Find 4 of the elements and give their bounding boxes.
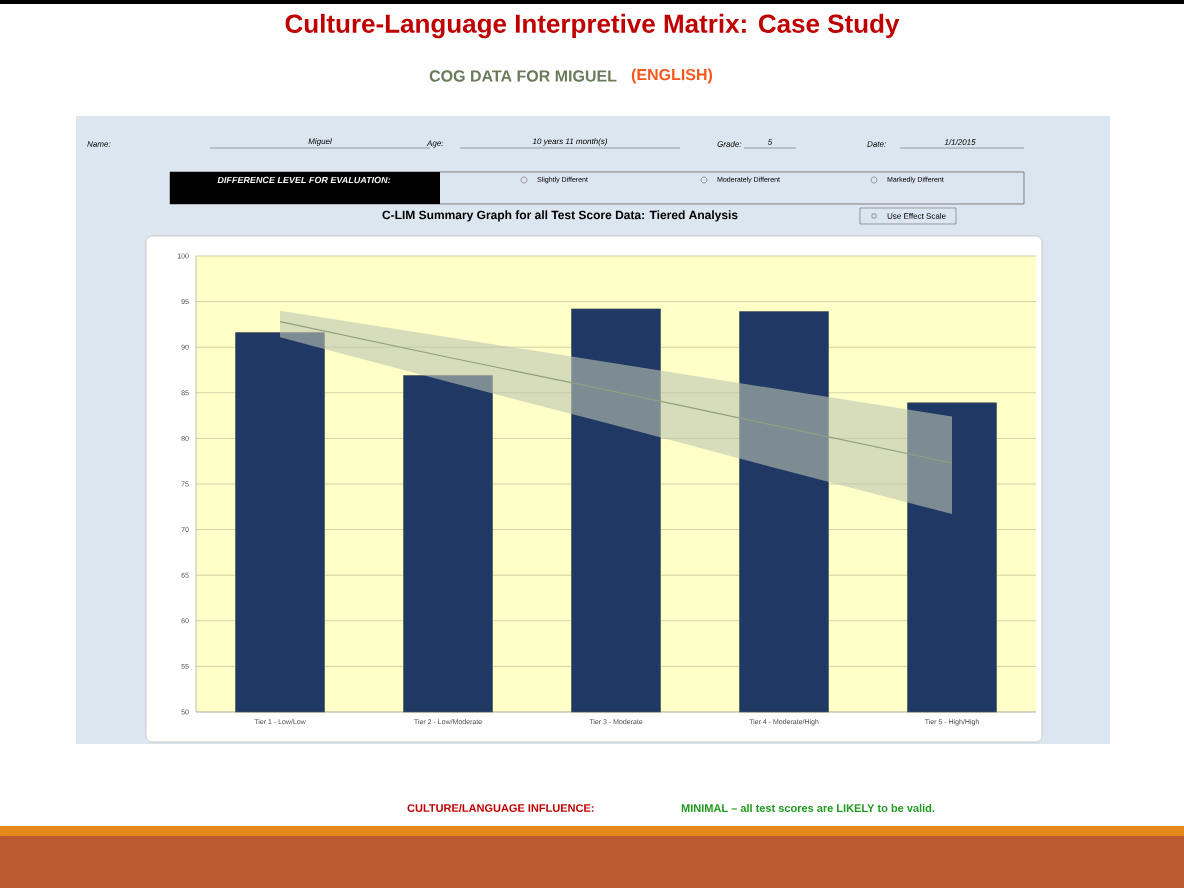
chart-subtitle: COG DATA FOR MIGUEL [429, 70, 617, 82]
text: (ENGLISH) [631, 68, 713, 84]
chart-title: Culture-Language Interpretive Matrix: Case Study [285, 13, 900, 39]
line-series [279, 321, 953, 464]
